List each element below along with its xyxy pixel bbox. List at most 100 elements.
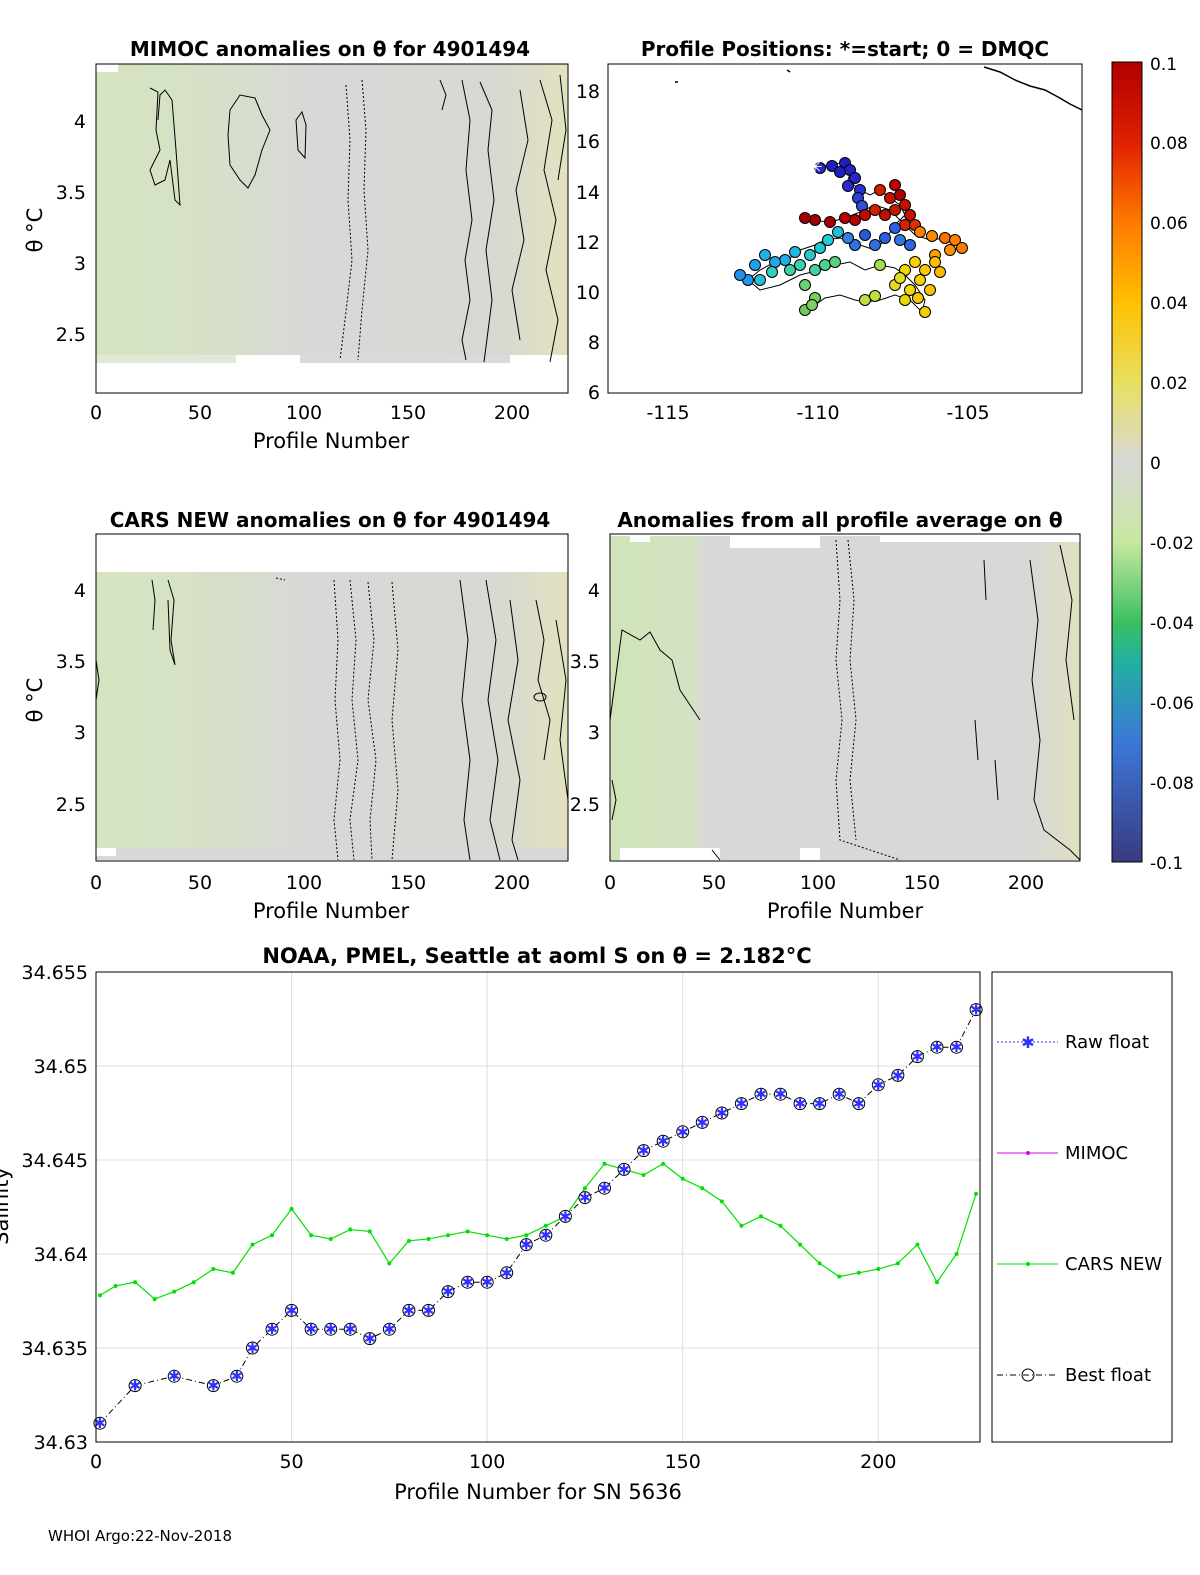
raw-float-point: ✱ — [305, 1322, 317, 1338]
best-float-point — [930, 1040, 944, 1054]
y-tick-label: 34.64 — [34, 1244, 88, 1266]
positions-ytick: 6 — [588, 382, 600, 404]
raw-float-point: ✱ — [481, 1275, 493, 1291]
best-float-point — [637, 1144, 651, 1158]
positions-ytick: 16 — [576, 131, 600, 153]
cars-new-point — [974, 1191, 979, 1196]
legend-item-cars: CARS NEW — [997, 1254, 1162, 1275]
best-float-point — [167, 1369, 181, 1383]
best-float-point — [245, 1341, 259, 1355]
best-float-point — [285, 1303, 299, 1317]
cars-xlabel: Profile Number — [253, 899, 410, 923]
raw-float-point: ✱ — [579, 1191, 591, 1207]
cars-new-point — [837, 1274, 842, 1279]
cars-new-point — [113, 1283, 118, 1288]
avg-field — [610, 536, 1080, 860]
colorbar-tick: 0.08 — [1150, 134, 1188, 154]
avg-xtick: 0 — [604, 872, 616, 894]
cars-new-point — [934, 1280, 939, 1285]
cars-new-point — [211, 1267, 216, 1272]
positions-ytick: 18 — [576, 81, 600, 103]
best-float-point — [402, 1303, 416, 1317]
raw-float-point: ✱ — [618, 1162, 630, 1178]
avg-y-ticks: 2.5 3 3.5 4 — [570, 580, 600, 816]
mimoc-panel: MIMOC anomalies on θ for 4901494 0 50 10… — [23, 37, 569, 453]
cars-new-point — [602, 1161, 607, 1166]
best-float-point — [617, 1162, 631, 1176]
best-float-point — [558, 1209, 572, 1223]
raw-float-point: ✱ — [325, 1322, 337, 1338]
cars-new-point — [426, 1236, 431, 1241]
avg-title: Anomalies from all profile average on θ — [617, 508, 1062, 532]
mimoc-y-ticks: 2.5 3 3.5 4 — [56, 111, 86, 346]
colorbar-tick: -0.04 — [1150, 614, 1194, 634]
footer-credit: WHOI Argo:22-Nov-2018 — [48, 1527, 232, 1545]
legend-item-mimoc: MIMOC — [997, 1143, 1128, 1164]
positions-y-ticks: 6 8 10 12 14 16 18 — [576, 81, 600, 404]
cars-new-line — [99, 1163, 977, 1300]
positions-x-ticks: -115 -110 -105 — [646, 402, 989, 424]
colorbar-ticks: 0.1 0.08 0.06 0.04 0.02 0 -0.02 -0.04 -0… — [1150, 55, 1194, 874]
best-float-point — [230, 1369, 244, 1383]
raw-float-point: ✱ — [677, 1125, 689, 1141]
cars-new-point — [270, 1233, 275, 1238]
best-float-point — [206, 1379, 220, 1393]
raw-float-point: ✱ — [657, 1134, 669, 1150]
cars-ylabel: θ °C — [23, 678, 47, 723]
cars-xtick: 100 — [286, 872, 322, 894]
cars-new-point — [191, 1280, 196, 1285]
cars-new-point — [387, 1261, 392, 1266]
best-float-point — [871, 1078, 885, 1092]
best-float-point — [480, 1275, 494, 1289]
best-float-point — [93, 1416, 107, 1430]
x-tick-label: 100 — [469, 1451, 505, 1473]
positions-ytick: 14 — [576, 182, 600, 204]
avg-xtick: 150 — [904, 872, 940, 894]
cars-ytick: 3 — [74, 722, 86, 744]
colorbar-tick: 0 — [1150, 454, 1161, 474]
cars-new-point — [778, 1223, 783, 1228]
raw-float-point: ✱ — [129, 1379, 141, 1395]
cars-title: CARS NEW anomalies on θ for 4901494 — [110, 508, 551, 532]
positions-ytick: 8 — [588, 332, 600, 354]
cars-field — [96, 572, 568, 848]
salinity-y-ticks: 34.63 34.635 34.64 34.645 34.65 34.655 — [22, 962, 88, 1454]
avg-ytick: 4 — [588, 580, 600, 602]
mimoc-x-ticks: 0 50 100 150 200 — [90, 402, 530, 424]
cars-xtick: 50 — [188, 872, 212, 894]
raw-float-point: ✱ — [814, 1097, 826, 1113]
best-float-point — [382, 1322, 396, 1336]
legend-item-best: Best float — [997, 1365, 1151, 1386]
cars-new-point — [152, 1297, 157, 1302]
raw-float-point: ✱ — [833, 1087, 845, 1103]
mimoc-xtick: 50 — [188, 402, 212, 424]
raw-float-point: ✱ — [872, 1078, 884, 1094]
best-float-point — [813, 1097, 827, 1111]
mimoc-xtick: 150 — [390, 402, 426, 424]
raw-float-point: ✱ — [442, 1285, 454, 1301]
legend-label: MIMOC — [1065, 1143, 1128, 1164]
mimoc-ylabel: θ °C — [23, 208, 47, 253]
salinity-ylabel: Salinity — [0, 1167, 13, 1245]
legend-label: Best float — [1065, 1365, 1151, 1386]
avg-xtick: 100 — [800, 872, 836, 894]
colorbar-tick: 0.1 — [1150, 55, 1177, 75]
avg-panel: Anomalies from all profile average on θ … — [570, 508, 1081, 923]
salinity-plot-area — [96, 972, 980, 1442]
salinity-legend: ✱ Raw float MIMOC CARS NEW Best float — [991, 971, 1173, 1443]
best-float-point — [832, 1087, 846, 1101]
cars-new-point — [172, 1289, 177, 1294]
raw-float-point: ✱ — [951, 1040, 963, 1056]
best-float-point — [500, 1266, 514, 1280]
mimoc-title: MIMOC anomalies on θ for 4901494 — [130, 37, 530, 61]
cars-x-ticks: 0 50 100 150 200 — [90, 872, 530, 894]
y-tick-label: 34.63 — [34, 1432, 88, 1454]
cars-ytick: 4 — [74, 580, 86, 602]
raw-float-point: ✱ — [794, 1097, 806, 1113]
cars-ytick: 3.5 — [56, 651, 86, 673]
best-float-point — [969, 1003, 983, 1017]
cars-new-point — [680, 1176, 685, 1181]
best-float-point — [793, 1097, 807, 1111]
raw-float-point: ✱ — [716, 1106, 728, 1122]
colorbar: 0.1 0.08 0.06 0.04 0.02 0 -0.02 -0.04 -0… — [1111, 55, 1194, 874]
